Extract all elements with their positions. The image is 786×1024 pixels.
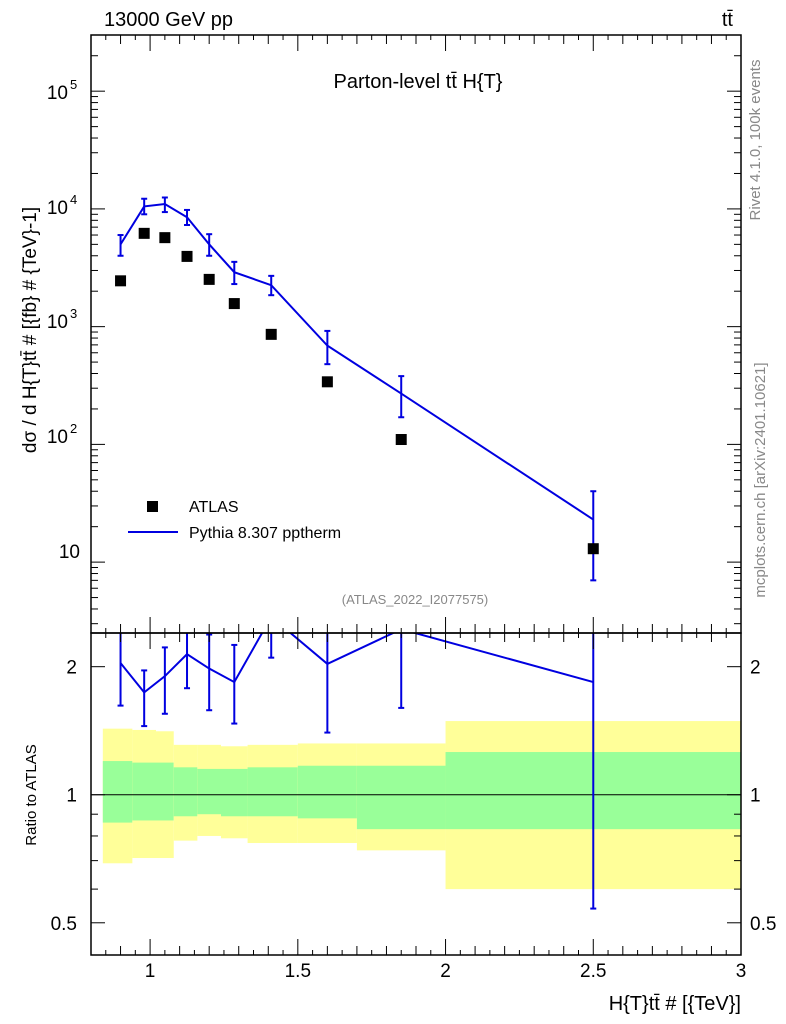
legend-label-pythia: Pythia 8.307 pptherm [189,525,341,542]
data-point [321,376,333,388]
legend-marker-atlas [147,501,158,512]
main-y-axis-label: dσ / d H{T}tt̄ # [{fb} # {TeV}-1] [20,207,41,453]
data-point [181,250,193,262]
band-inner [197,768,221,815]
x-tick-label: 2.5 [580,961,606,982]
energy-label: 13000 GeV pp [104,9,233,31]
y-tick-exponent: 3 [70,306,77,321]
band-inner [297,765,357,819]
band-inner [356,765,446,830]
data-point [203,273,215,285]
data-point [587,543,599,555]
x-tick-label: 1.5 [285,961,311,982]
x-axis-label: H{T}tt̄ # [{TeV}] [609,993,741,1015]
main-mc-layer [117,196,597,582]
y-tick-label: 10 [59,542,80,563]
data-point [228,298,240,310]
data-point [395,434,407,446]
ratio-y-tick-label: 1 [66,786,77,807]
y-tick-label: 10 [47,427,68,448]
y-tick-exponent: 2 [70,421,77,436]
y-tick-exponent: 4 [70,192,77,207]
analysis-id: (ATLAS_2022_I2077575) [342,592,488,607]
x-tick-label: 3 [736,961,747,982]
main-data-layer [115,227,599,555]
data-point [115,275,127,287]
x-tick-label: 2 [440,961,451,982]
main-frame [90,34,742,634]
mcplots-label: mcplots.cern.ch [arXiv:2401.10621] [752,362,769,597]
ratio-y-tick-label: 2 [66,658,77,679]
ratio-y-axis-label: Ratio to ATLAS [23,744,40,845]
data-point [138,227,150,239]
ratio-y-tick-label: 0.5 [51,914,77,935]
band-inner [156,762,174,821]
ratio-y-tick-labels: 0.5 0.5 1 1 2 2 [51,658,777,935]
process-label: tt̄ [722,9,734,31]
rivet-label: Rivet 4.1.0, 100k events [747,60,764,221]
data-point [265,328,277,340]
axis-ticks [90,34,742,955]
ratio-y-tick-label-right: 2 [750,658,761,679]
band-inner [173,767,198,817]
mc-line [119,203,594,521]
chart-title: Parton-level tt̄ H{T} [334,71,503,93]
y-tick-label: 10 [47,312,68,333]
legend-label-atlas: ATLAS [189,499,239,516]
x-tick-labels: 1 1.5 2 2.5 3 [145,961,746,982]
main-y-tick-labels: 10 10 2 10 3 10 4 10 5 [47,77,80,563]
y-tick-label: 10 [47,83,68,104]
ratio-y-tick-label-right: 0.5 [750,914,776,935]
legend: ATLAS Pythia 8.307 pptherm [128,499,341,542]
data-point [159,232,171,244]
y-tick-label: 10 [47,198,68,219]
ratio-line [119,633,594,694]
y-tick-exponent: 5 [70,77,77,92]
band-inner [221,768,248,817]
ratio-y-tick-label-right: 1 [750,786,761,807]
ratio-mc-layer [117,633,597,910]
band-inner [247,767,298,817]
x-tick-label: 1 [145,961,156,982]
band-inner [132,762,156,821]
band-inner [102,761,133,823]
ratio-uncertainty-bands [102,721,741,890]
